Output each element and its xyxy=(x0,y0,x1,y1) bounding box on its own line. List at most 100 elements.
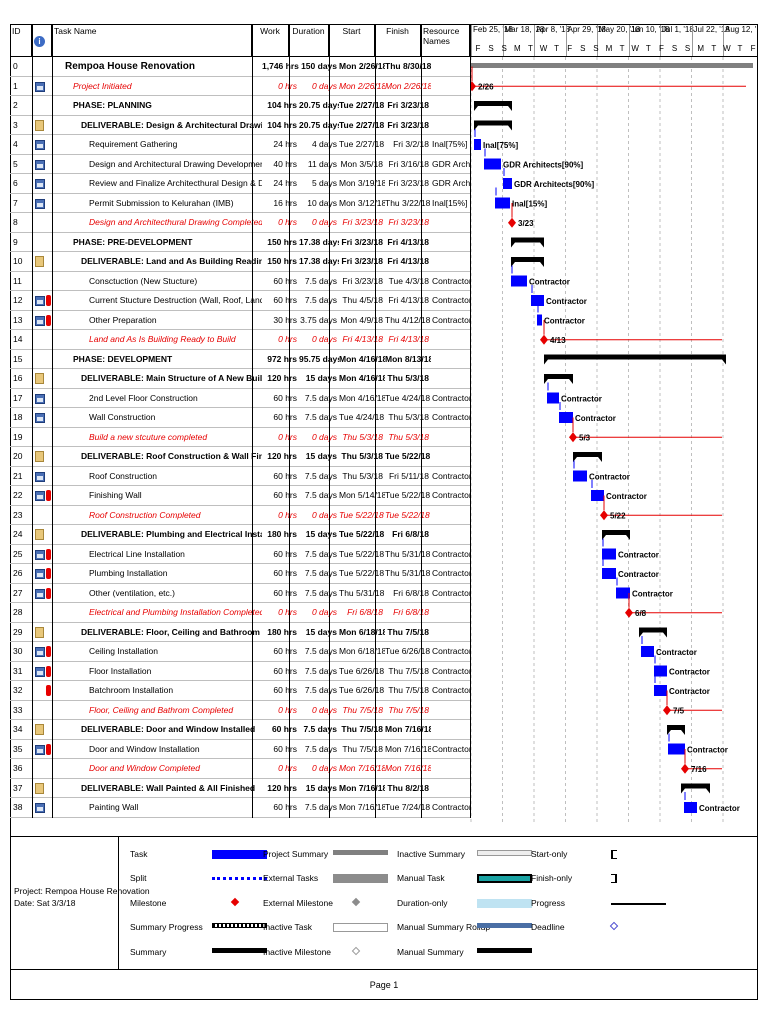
task-row[interactable]: 0 Rempoa House Renovation 1,746 hrs 150 day… xyxy=(10,57,470,77)
task-row[interactable]: 32 Batchroom Installation 60 hrs 7.5 days Tu… xyxy=(10,681,470,701)
task-resource: Contractor xyxy=(432,646,470,656)
task-resource: Contractor xyxy=(432,412,470,422)
task-row[interactable]: 29 DELIVERABLE: Floor, Ceiling and Bathro… xyxy=(10,623,470,643)
task-name: Consctuction (New Stucture) xyxy=(89,275,198,286)
task-id: 32 xyxy=(13,685,23,695)
column-divider xyxy=(375,24,376,818)
task-name: Permit Submission to Kelurahan (IMB) xyxy=(89,197,234,208)
task-start: Thu 5/31/18 xyxy=(339,587,385,598)
task-name: Review and Finalize Architecthural Desig… xyxy=(89,178,262,188)
summary-bar xyxy=(511,257,544,262)
task-finish: Thu 5/31/18 xyxy=(385,568,431,578)
col-header-id[interactable]: ID xyxy=(10,24,32,57)
task-duration: 7.5 days xyxy=(304,568,337,578)
task-row[interactable]: 38 Painting Wall 60 hrs 7.5 days Mon 7/16/18… xyxy=(10,798,470,818)
task-row[interactable]: 33 Floor, Ceiling and Bathrom Completed 0 … xyxy=(10,701,470,720)
task-finish: Thu 5/31/18 xyxy=(385,548,431,559)
task-row[interactable]: 1 Project Initiated 0 hrs 0 days Mon 2/26/18… xyxy=(10,77,470,97)
task-id: 12 xyxy=(13,295,23,305)
task-duration: 0 days xyxy=(311,607,337,617)
bar-label: Contractor xyxy=(546,297,587,306)
task-start: Fri 6/8/18 xyxy=(347,607,383,617)
col-header-resource-names[interactable]: Resource Names xyxy=(421,24,470,57)
task-indicators xyxy=(32,759,62,779)
task-name: Ceiling Installation xyxy=(89,646,158,656)
task-row[interactable]: 18 Wall Construction 60 hrs 7.5 days Tue 4/2… xyxy=(10,408,470,428)
task-row[interactable]: 22 Finishing Wall 60 hrs 7.5 days Mon 5/14/1… xyxy=(10,486,470,506)
task-row[interactable]: 31 Floor Installation 60 hrs 7.5 days Tue 6/… xyxy=(10,662,470,682)
task-resource xyxy=(431,77,470,97)
task-resource: Contractor xyxy=(432,568,470,578)
task-row[interactable]: 8 Design and Architecthural Drawing Compl… xyxy=(10,213,470,233)
task-finish: Thu 4/12/18 xyxy=(385,314,431,325)
task-row[interactable]: 15 PHASE: DEVELOPMENT 972 hrs 95.75 days Mon… xyxy=(10,350,470,369)
task-row[interactable]: 11 Consctuction (New Stucture) 60 hrs 7.5 d… xyxy=(10,272,470,291)
task-row[interactable]: 20 DELIVERABLE: Roof Construction & Wall … xyxy=(10,447,470,467)
milestone-diamond xyxy=(600,510,608,521)
task-resource xyxy=(431,96,470,116)
col-header-duration[interactable]: Duration xyxy=(289,24,329,57)
task-duration: 150 days xyxy=(301,61,337,71)
task-row[interactable]: 2 PHASE: PLANNING 104 hrs 20.75 days Tue 2/2… xyxy=(10,96,470,116)
task-row[interactable]: 23 Roof Construction Completed 0 hrs 0 days… xyxy=(10,506,470,525)
task-start: Fri 3/23/18 xyxy=(341,256,383,266)
task-id: 1 xyxy=(13,80,18,91)
note-icon xyxy=(35,256,44,267)
task-row[interactable]: 26 Plumbing Installation 60 hrs 7.5 days Tue… xyxy=(10,564,470,584)
task-indicators xyxy=(32,96,62,116)
col-header-finish[interactable]: Finish xyxy=(375,24,421,57)
col-header-indicators[interactable] xyxy=(32,24,52,57)
task-work: 120 hrs xyxy=(267,451,297,461)
task-resource xyxy=(431,330,470,350)
task-row[interactable]: 10 DELIVERABLE: Land and As Building Read… xyxy=(10,252,470,272)
task-row[interactable]: 37 DELIVERABLE: Wall Painted & All Finish… xyxy=(10,779,470,798)
column-divider xyxy=(32,24,33,818)
task-resource xyxy=(431,116,470,136)
task-row[interactable]: 25 Electrical Line Installation 60 hrs 7.5 … xyxy=(10,545,470,564)
legend-swatch xyxy=(333,923,388,932)
task-row[interactable]: 9 PHASE: PRE-DEVELOPMENT 150 hrs 17.38 days… xyxy=(10,233,470,252)
task-row[interactable]: 17 2nd Level Floor Construction 60 hrs 7.5 … xyxy=(10,389,470,408)
task-row[interactable]: 14 Land and As Is Building Ready to Build… xyxy=(10,330,470,350)
task-row[interactable]: 3 DELIVERABLE: Design & Architectural Dra… xyxy=(10,116,470,136)
task-finish: Fri 3/16/18 xyxy=(388,158,429,169)
timescale-day: S xyxy=(593,44,599,53)
task-row[interactable]: 30 Ceiling Installation 60 hrs 7.5 days Mon … xyxy=(10,642,470,662)
task-row[interactable]: 4 Requirement Gathering 24 hrs 4 days Tue 2/… xyxy=(10,135,470,155)
task-row[interactable]: 12 Current Stucture Destruction (Wall, Ro… xyxy=(10,291,470,311)
task-finish: Mon 7/16/18 xyxy=(385,724,431,734)
overallocated-icon xyxy=(46,587,51,599)
col-header-work[interactable]: Work xyxy=(252,24,289,57)
task-finish: Thu 7/5/18 xyxy=(387,626,429,637)
task-work: 60 hrs xyxy=(273,802,297,812)
task-row[interactable]: 34 DELIVERABLE: Door and Window Installed… xyxy=(10,720,470,740)
task-row[interactable]: 13 Other Preparation 30 hrs 3.75 days Mon 4/… xyxy=(10,311,470,330)
bar-label: 5/22 xyxy=(610,512,626,521)
page-footer: Page 1 xyxy=(369,980,399,990)
summary-bar xyxy=(511,237,544,243)
task-row[interactable]: 27 Other (ventilation, etc.) 60 hrs 7.5 day… xyxy=(10,584,470,603)
task-row[interactable]: 5 Design and Architectural Drawing Develo… xyxy=(10,155,470,174)
task-row[interactable]: 36 Door and Window Completed 0 hrs 0 days Mo… xyxy=(10,759,470,779)
task-row[interactable]: 21 Roof Construction 60 hrs 7.5 days Thu 5/3… xyxy=(10,467,470,486)
task-bar xyxy=(511,275,527,287)
task-row[interactable]: 19 Build a new stcuture completed 0 hrs 0 d… xyxy=(10,428,470,447)
task-row[interactable]: 28 Electrical and Plumbing Installation C… xyxy=(10,603,470,623)
task-start: Mon 6/18/18 xyxy=(339,646,385,656)
col-header-task-name[interactable]: Task Name xyxy=(52,24,252,57)
task-row[interactable]: 7 Permit Submission to Kelurahan (IMB) 16 … xyxy=(10,194,470,213)
task-row[interactable]: 6 Review and Finalize Architecthural Desi… xyxy=(10,174,470,194)
task-id: 20 xyxy=(13,451,23,461)
task-bar xyxy=(602,568,616,579)
task-row[interactable]: 35 Door and Window Installation 60 hrs 7.5 … xyxy=(10,740,470,759)
col-header-start[interactable]: Start xyxy=(329,24,375,57)
task-start: Fri 3/23/18 xyxy=(341,236,383,247)
task-row[interactable]: 16 DELIVERABLE: Main Structure of A New B… xyxy=(10,369,470,389)
task-name: DELIVERABLE: Main Structure of A New Bui… xyxy=(81,373,262,383)
task-indicators xyxy=(32,662,62,682)
task-duration: 7.5 days xyxy=(304,412,337,422)
milestone-diamond xyxy=(508,217,516,228)
task-start: Mon 7/16/18 xyxy=(339,782,385,793)
task-resource xyxy=(431,623,470,643)
task-row[interactable]: 24 DELIVERABLE: Plumbing and Electrical I… xyxy=(10,525,470,545)
